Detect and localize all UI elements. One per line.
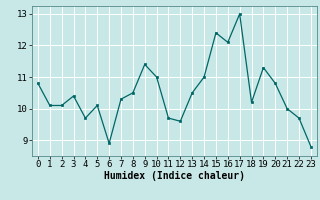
X-axis label: Humidex (Indice chaleur): Humidex (Indice chaleur) [104,171,245,181]
